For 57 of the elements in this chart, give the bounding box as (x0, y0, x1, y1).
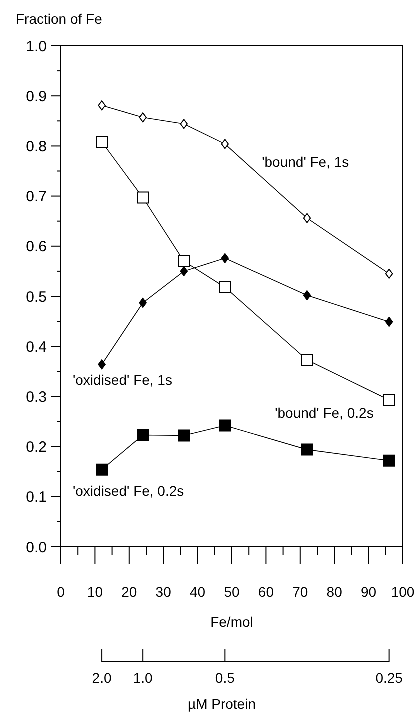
series-label: 'oxidised' Fe, 1s (72, 372, 172, 388)
point (219, 420, 232, 432)
x-axis-title: Fe/mol (210, 614, 254, 630)
x-tick-label: 0 (57, 584, 66, 600)
y-tick-label: 0.8 (26, 138, 47, 156)
x-tick-label: 70 (292, 584, 308, 600)
y-tick-label: 0.4 (26, 338, 47, 356)
point (178, 255, 190, 268)
x-tick-label: 100 (391, 584, 415, 600)
x-tick-label: 60 (258, 584, 274, 600)
y-tick-label: 0.5 (26, 288, 47, 306)
y-tick-label: 0.1 (26, 489, 47, 506)
x-tick-label: 40 (190, 584, 206, 600)
point (98, 100, 106, 111)
x-tick-label: 30 (156, 584, 172, 600)
y-tick-label: 0.7 (26, 188, 47, 206)
series-label: 'oxidised' Fe, 0.2s (72, 482, 184, 499)
point (301, 444, 314, 456)
point (96, 464, 108, 476)
y-axis-title: Fraction of Fe (16, 11, 103, 27)
point (96, 136, 108, 148)
x-tick-label: 20 (122, 584, 138, 600)
point (139, 112, 147, 123)
annotation: 0.25 (376, 670, 404, 686)
y-tick-label: 0.3 (26, 388, 47, 406)
series-label: 'bound' Fe, 1s (262, 154, 350, 170)
point (137, 429, 150, 442)
y-tick-label: 0.9 (26, 88, 47, 106)
x-tick-label: 10 (87, 584, 104, 600)
annotation: 2.0 (92, 670, 112, 686)
point (180, 119, 188, 130)
point (385, 268, 394, 279)
annotation: 1.0 (133, 670, 154, 686)
point (221, 139, 230, 150)
point (137, 192, 150, 204)
point (139, 298, 147, 308)
x-tick-label: 80 (326, 584, 343, 600)
point (180, 266, 188, 276)
point (303, 290, 312, 300)
point (385, 317, 394, 328)
y-tick-label: 0.0 (26, 539, 47, 556)
point (303, 213, 312, 224)
y-tick-label: 1.0 (26, 38, 47, 56)
point (98, 360, 106, 370)
x-tick-label: 50 (224, 584, 240, 600)
x-tick-label: 90 (361, 584, 377, 600)
y-tick-label: 0.2 (26, 439, 47, 456)
series-label: 'bound' Fe, 0.2s (275, 405, 374, 422)
point (219, 281, 232, 294)
text: µM Protein (188, 696, 256, 712)
point (178, 430, 190, 442)
point (301, 354, 314, 366)
point (383, 394, 396, 406)
annotation: 0.5 (215, 670, 236, 686)
point (383, 454, 396, 467)
point (221, 253, 230, 264)
y-tick-label: 0.6 (26, 238, 47, 256)
